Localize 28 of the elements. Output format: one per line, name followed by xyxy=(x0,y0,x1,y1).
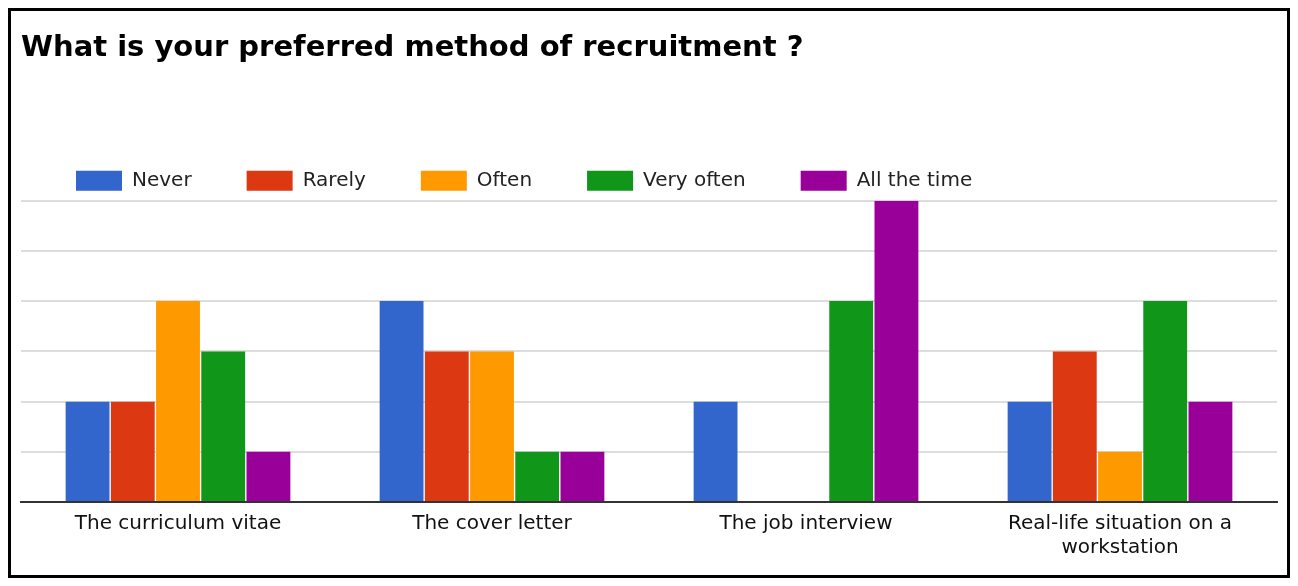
x-tick-label: Real-life situation on a workstation xyxy=(1007,510,1233,559)
legend-label: Often xyxy=(476,167,533,191)
legend-label: Rarely xyxy=(302,167,366,191)
bar xyxy=(246,451,291,501)
bar xyxy=(1188,401,1233,501)
bar xyxy=(1098,451,1142,501)
bar xyxy=(1143,301,1188,501)
bar xyxy=(829,301,874,501)
chart-title: What is your preferred method of recruitment ? xyxy=(21,28,804,63)
bar xyxy=(560,451,605,501)
legend-label: Very often xyxy=(643,167,746,191)
bar xyxy=(156,301,200,501)
bar xyxy=(110,401,155,501)
bar xyxy=(201,351,246,501)
bar xyxy=(424,351,469,501)
bar xyxy=(1007,401,1052,501)
bar xyxy=(1052,351,1097,501)
bar xyxy=(379,301,424,501)
bar xyxy=(515,451,560,501)
bar xyxy=(65,401,110,501)
x-tick-label: The curriculum vitae xyxy=(73,510,282,535)
x-tick-label: The job interview xyxy=(718,510,893,535)
x-tick-label: The cover letter xyxy=(411,510,573,535)
bar xyxy=(874,200,919,501)
legend-label: All the time xyxy=(856,167,973,191)
legend-label: Never xyxy=(132,167,193,191)
bar xyxy=(470,351,514,501)
bar xyxy=(693,401,738,501)
